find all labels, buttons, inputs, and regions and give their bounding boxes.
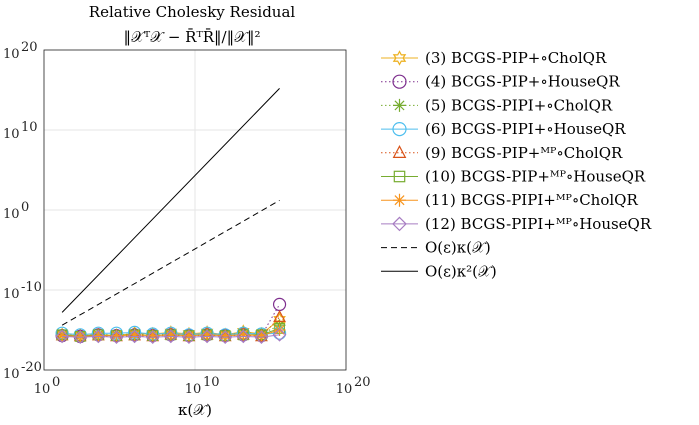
- data-point: [92, 329, 105, 342]
- legend-label: (9) BCGS-PIP+ᴹᴾ∘CholQR: [425, 144, 623, 162]
- legend-item: (6) BCGS-PIPI+∘HouseQR: [381, 120, 626, 138]
- x-tick-exponent: 10: [203, 375, 220, 390]
- reference-line: [61, 199, 280, 326]
- data-point: [145, 330, 160, 345]
- data-point: [272, 327, 287, 342]
- legend-item: (10) BCGS-PIP+ᴹᴾ∘HouseQR: [381, 168, 646, 186]
- x-axis-label: κ(𝒳): [178, 401, 212, 419]
- series-group: [56, 324, 286, 343]
- reference-line: [61, 88, 280, 313]
- legend-item: (4) BCGS-PIP+∘HouseQR: [381, 73, 620, 91]
- legend-item: (3) BCGS-PIP+∘CholQR: [381, 49, 607, 67]
- legend-item: O(ε)κ²(𝒳): [381, 262, 497, 280]
- y-tick-label: 10: [3, 207, 20, 222]
- data-point: [273, 309, 286, 322]
- y-tick-exponent: 10: [21, 120, 38, 135]
- legend-marker: [392, 74, 407, 89]
- series-layer: [55, 297, 287, 345]
- data-point: [255, 329, 268, 342]
- legend-item: (11) BCGS-PIPI+ᴹᴾ∘CholQR: [381, 191, 638, 209]
- y-tick-exponent: 0: [21, 200, 29, 215]
- data-point: [73, 330, 88, 345]
- data-point: [237, 328, 250, 341]
- legend-item: (9) BCGS-PIP+ᴹᴾ∘CholQR: [381, 144, 623, 162]
- data-point: [273, 324, 286, 336]
- chart-title: Relative Cholesky Residual: [89, 3, 296, 21]
- legend: (3) BCGS-PIP+∘CholQR (4) BCGS-PIP+∘HouseQ…: [365, 40, 695, 298]
- legend-label: (10) BCGS-PIP+ᴹᴾ∘HouseQR: [425, 168, 646, 186]
- legend-item: (12) BCGS-PIPI+ᴹᴾ∘HouseQR: [381, 215, 652, 233]
- data-point: [218, 330, 233, 345]
- data-point: [201, 328, 214, 341]
- grid-lines: [43, 49, 347, 371]
- data-point: [182, 329, 195, 342]
- y-tick-label: 10: [3, 367, 20, 382]
- legend-item: (5) BCGS-PIPI+∘CholQR: [381, 96, 613, 114]
- plot-area: [43, 49, 347, 371]
- data-point: [110, 329, 123, 342]
- legend-marker: [392, 216, 407, 232]
- data-point: [163, 329, 178, 344]
- data-point: [74, 330, 87, 343]
- series-group: [55, 327, 287, 345]
- legend-label: (12) BCGS-PIPI+ᴹᴾ∘HouseQR: [425, 215, 652, 233]
- data-point: [56, 329, 69, 342]
- data-point: [109, 330, 124, 345]
- legend-marker: [392, 145, 407, 158]
- x-tick-label: 10: [336, 382, 353, 397]
- data-point: [200, 329, 214, 344]
- y-tick-label: 10: [3, 127, 20, 142]
- data-point: [272, 297, 287, 311]
- data-point: [219, 329, 232, 342]
- x-tick-label: 10: [34, 382, 51, 397]
- y-tick-label: 10: [3, 47, 20, 62]
- chart-subtitle: ‖𝒳ᵀ𝒳 − R̄ᵀR̄‖/‖𝒳‖²: [123, 28, 260, 46]
- y-tick-exponent: -20: [21, 360, 42, 375]
- reference-lines: [61, 88, 280, 326]
- data-point: [91, 329, 106, 344]
- y-tick-exponent: -10: [21, 280, 42, 295]
- data-point: [236, 329, 251, 344]
- data-point: [146, 329, 159, 342]
- legend-label: (3) BCGS-PIP+∘CholQR: [425, 49, 607, 67]
- legend-label: (6) BCGS-PIPI+∘HouseQR: [425, 120, 626, 138]
- legend-label: O(ε)κ²(𝒳): [425, 262, 497, 280]
- y-tick-label: 10: [3, 287, 20, 302]
- data-point: [182, 330, 196, 345]
- legend-box: [365, 40, 695, 298]
- legend-item: O(ε)κ(𝒳): [381, 239, 491, 257]
- legend-marker: [392, 122, 407, 137]
- data-point: [55, 329, 69, 344]
- legend-label: (4) BCGS-PIP+∘HouseQR: [425, 73, 620, 91]
- legend-marker: [393, 98, 406, 112]
- legend-label: O(ε)κ(𝒳): [425, 239, 491, 257]
- x-tick-label: 10: [185, 382, 202, 397]
- data-point: [164, 328, 177, 341]
- legend-label: (11) BCGS-PIPI+ᴹᴾ∘CholQR: [425, 191, 638, 209]
- data-point: [128, 328, 141, 341]
- data-point: [254, 330, 269, 345]
- legend-marker: [393, 193, 406, 207]
- legend-marker: [393, 170, 406, 183]
- legend-marker: [392, 50, 407, 66]
- y-tick-exponent: 20: [21, 40, 38, 55]
- x-tick-exponent: 0: [52, 375, 60, 390]
- x-tick-exponent: 20: [354, 375, 371, 390]
- series-line: [62, 334, 280, 338]
- legend-label: (5) BCGS-PIPI+∘CholQR: [425, 96, 613, 114]
- data-point: [127, 329, 142, 344]
